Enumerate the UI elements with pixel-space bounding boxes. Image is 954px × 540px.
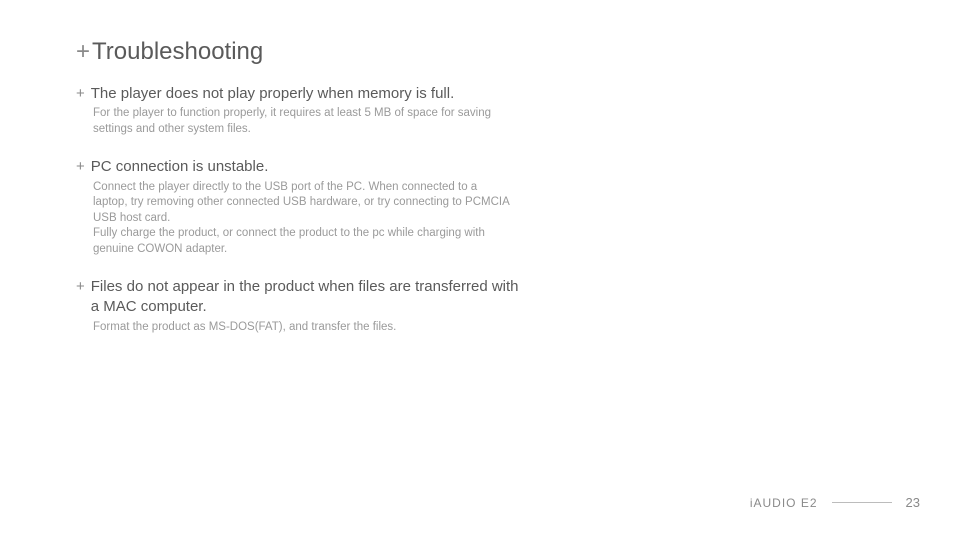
page-title-row: + Troubleshooting	[76, 38, 954, 66]
item-heading: + The player does not play properly when…	[76, 84, 596, 104]
item-paragraph: Format the product as MS-DOS(FAT), and t…	[93, 320, 513, 336]
item-paragraph: For the player to function properly, it …	[93, 106, 513, 137]
item-heading: + PC connection is unstable.	[76, 157, 596, 177]
page-number: 23	[906, 495, 920, 510]
plus-icon: +	[76, 277, 85, 297]
item-body: For the player to function properly, it …	[93, 106, 596, 137]
page-title: Troubleshooting	[92, 38, 263, 66]
document-page: + Troubleshooting + The player does not …	[0, 0, 954, 540]
plus-icon: +	[76, 84, 85, 104]
item-title: Files do not appear in the product when …	[91, 277, 521, 318]
item-paragraph: Fully charge the product, or connect the…	[93, 226, 513, 257]
plus-icon: +	[76, 38, 90, 66]
item-body: Connect the player directly to the USB p…	[93, 180, 596, 258]
item-paragraph: Connect the player directly to the USB p…	[93, 180, 513, 227]
troubleshoot-item: + The player does not play properly when…	[76, 84, 596, 137]
plus-icon: +	[76, 157, 85, 177]
item-title: PC connection is unstable.	[91, 157, 269, 177]
page-footer: iAUDIO E2 23	[750, 495, 920, 510]
footer-divider	[832, 502, 892, 503]
troubleshoot-item: + Files do not appear in the product whe…	[76, 277, 596, 335]
product-label: iAUDIO E2	[750, 496, 818, 510]
troubleshoot-item: + PC connection is unstable. Connect the…	[76, 157, 596, 257]
item-heading: + Files do not appear in the product whe…	[76, 277, 596, 318]
item-body: Format the product as MS-DOS(FAT), and t…	[93, 320, 596, 336]
item-title: The player does not play properly when m…	[91, 84, 455, 104]
